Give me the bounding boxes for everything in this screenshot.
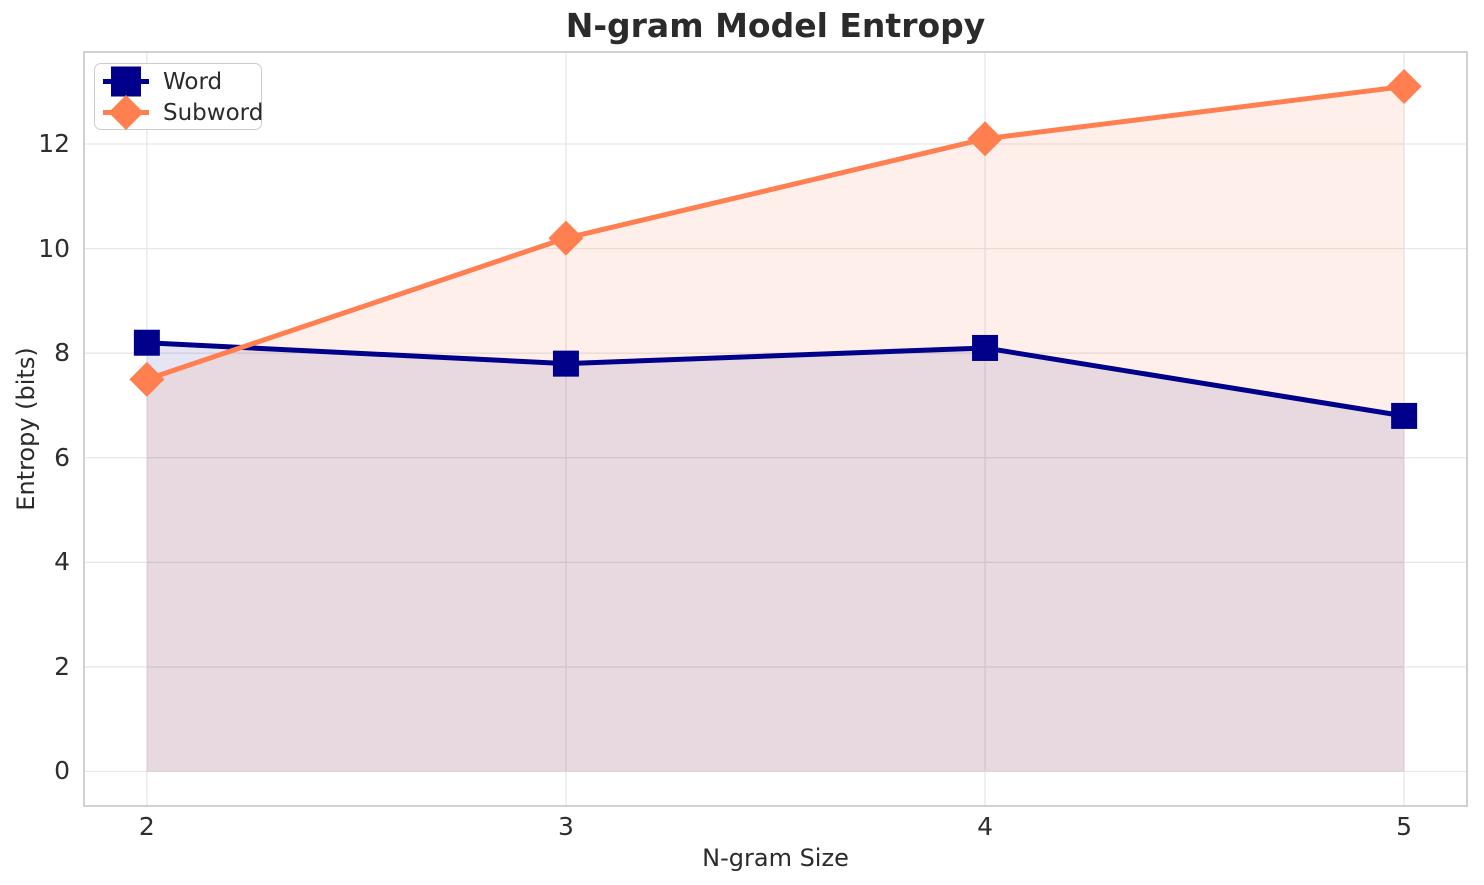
x-tick-label: 2	[138, 812, 155, 841]
legend-label-subword: Subword	[163, 99, 264, 126]
chart-title: N-gram Model Entropy	[565, 6, 986, 45]
y-tick-label: 0	[54, 756, 70, 786]
y-tick-label: 2	[54, 651, 70, 681]
word-line	[144, 340, 1407, 419]
word-data-point	[1391, 402, 1418, 429]
word-data-point	[133, 329, 160, 356]
legend-label-word: Word	[163, 68, 223, 95]
legend-item-word: Word	[103, 66, 253, 97]
word-area-fill	[146, 342, 1405, 772]
x-tick-label: 4	[977, 812, 993, 841]
y-tick-label: 8	[54, 338, 70, 368]
legend-item-subword: Subword	[103, 95, 263, 130]
x-axis-label: N-gram Size	[702, 844, 849, 872]
word-data-point	[972, 334, 999, 361]
subword-data-point	[129, 361, 165, 397]
y-tick-label: 4	[54, 547, 70, 577]
y-tick-label: 10	[38, 233, 70, 263]
word-square-marker-icon	[103, 66, 149, 97]
subword-data-point	[967, 121, 1003, 157]
subword-line	[144, 84, 1407, 382]
subword-data-point	[1386, 69, 1422, 105]
x-tick-label: 3	[558, 812, 574, 841]
y-tick-label: 6	[54, 442, 70, 472]
subword-data-point	[548, 220, 584, 256]
legend: Word Subword	[94, 63, 263, 130]
x-tick-label: 5	[1396, 812, 1413, 841]
axes-border	[83, 51, 1468, 807]
subword-area-fill	[146, 86, 1405, 772]
subword-diamond-marker-icon	[103, 95, 149, 130]
word-data-point	[552, 350, 579, 377]
y-tick-label: 12	[38, 129, 70, 159]
